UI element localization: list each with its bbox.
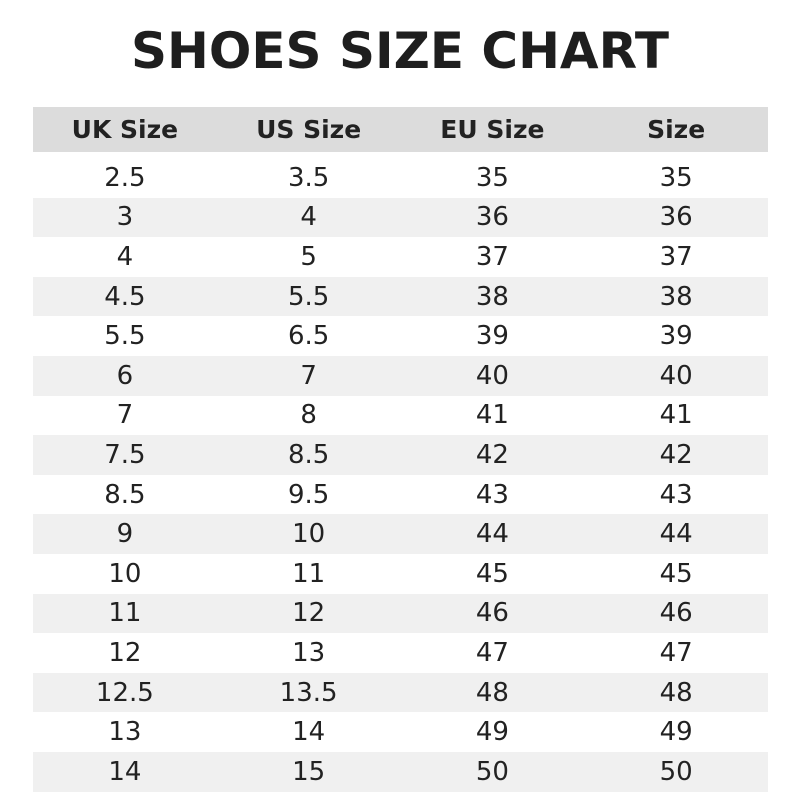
uk-size-cell: 7 bbox=[116, 400, 134, 431]
uk-size-cell: 7.5 bbox=[104, 439, 146, 470]
uk-size-cell: 12.5 bbox=[95, 677, 154, 708]
table-row: 6 7 40 40 bbox=[33, 355, 768, 396]
eu-size-cell: 44 bbox=[475, 519, 509, 550]
table-row: 10 11 45 45 bbox=[33, 554, 768, 594]
us-size-cell: 14 bbox=[292, 717, 326, 748]
size-cell: 41 bbox=[659, 400, 693, 431]
table-row: 14 15 50 50 bbox=[33, 751, 768, 792]
us-size-cell: 10 bbox=[292, 519, 326, 550]
uk-size-cell: 4.5 bbox=[104, 281, 146, 312]
uk-size-cell: 4 bbox=[116, 241, 134, 272]
size-cell: 44 bbox=[659, 519, 693, 550]
eu-size-cell: 46 bbox=[475, 598, 509, 629]
table-row: 9 10 44 44 bbox=[33, 514, 768, 554]
size-cell: 46 bbox=[659, 598, 693, 629]
table-row: 13 14 49 49 bbox=[33, 712, 768, 752]
eu-size-cell: 45 bbox=[475, 558, 509, 589]
uk-size-cell: 14 bbox=[108, 756, 142, 787]
table-row: 8.5 9.5 43 43 bbox=[33, 475, 768, 515]
table-row: 4.5 5.5 38 38 bbox=[33, 276, 768, 317]
size-cell: 48 bbox=[659, 677, 693, 708]
eu-size-cell: 37 bbox=[475, 241, 509, 272]
eu-size-cell: 43 bbox=[475, 479, 509, 510]
table-row: 4 5 37 37 bbox=[33, 237, 768, 277]
size-cell: 38 bbox=[659, 281, 693, 312]
header-uk-size: UK Size bbox=[71, 115, 179, 144]
eu-size-cell: 38 bbox=[475, 281, 509, 312]
eu-size-cell: 36 bbox=[475, 202, 509, 233]
size-cell: 43 bbox=[659, 479, 693, 510]
us-size-cell: 15 bbox=[292, 756, 326, 787]
table-row: 7 8 41 41 bbox=[33, 396, 768, 436]
eu-size-cell: 39 bbox=[475, 321, 509, 352]
us-size-cell: 11 bbox=[292, 558, 326, 589]
us-size-cell: 4 bbox=[300, 202, 317, 233]
table-row: 12 13 47 47 bbox=[33, 633, 768, 673]
us-size-cell: 13 bbox=[292, 637, 326, 668]
size-cell: 42 bbox=[659, 439, 693, 470]
eu-size-cell: 42 bbox=[475, 439, 509, 470]
size-cell: 37 bbox=[659, 241, 693, 272]
size-cell: 47 bbox=[659, 637, 693, 668]
uk-size-cell: 5.5 bbox=[104, 321, 146, 352]
eu-size-cell: 40 bbox=[475, 360, 509, 391]
page-title: SHOES SIZE CHART bbox=[131, 22, 669, 80]
table-row: 3 4 36 36 bbox=[33, 197, 768, 238]
us-size-cell: 6.5 bbox=[287, 321, 330, 352]
eu-size-cell: 35 bbox=[475, 162, 509, 193]
us-size-cell: 5 bbox=[300, 241, 317, 272]
header-us-size: US Size bbox=[256, 115, 362, 144]
size-cell: 40 bbox=[659, 360, 693, 391]
us-size-cell: 7 bbox=[300, 360, 317, 391]
table-row: 2.5 3.5 35 35 bbox=[33, 158, 768, 198]
uk-size-cell: 6 bbox=[116, 360, 134, 391]
table-row: 12.5 13.5 48 48 bbox=[33, 672, 768, 713]
size-cell: 36 bbox=[659, 202, 693, 233]
us-size-cell: 12 bbox=[292, 598, 326, 629]
uk-size-cell: 3 bbox=[116, 202, 134, 233]
eu-size-cell: 48 bbox=[475, 677, 509, 708]
eu-size-cell: 49 bbox=[475, 717, 509, 748]
header-size: Size bbox=[647, 115, 706, 144]
size-cell: 50 bbox=[659, 756, 693, 787]
uk-size-cell: 11 bbox=[108, 598, 142, 629]
us-size-cell: 8 bbox=[300, 400, 317, 431]
us-size-cell: 8.5 bbox=[287, 439, 330, 470]
uk-size-cell: 9 bbox=[116, 519, 134, 550]
us-size-cell: 9.5 bbox=[287, 479, 330, 510]
us-size-cell: 5.5 bbox=[287, 281, 330, 312]
size-cell: 45 bbox=[659, 558, 693, 589]
uk-size-cell: 2.5 bbox=[104, 162, 146, 193]
table-header: UK Size US Size EU Size Size bbox=[33, 107, 768, 152]
table-row: 11 12 46 46 bbox=[33, 593, 768, 634]
us-size-cell: 13.5 bbox=[279, 677, 338, 708]
eu-size-cell: 50 bbox=[475, 756, 509, 787]
uk-size-cell: 8.5 bbox=[104, 479, 146, 510]
uk-size-cell: 10 bbox=[108, 558, 142, 589]
table-row: 5.5 6.5 39 39 bbox=[33, 316, 768, 356]
uk-size-cell: 13 bbox=[108, 717, 142, 748]
uk-size-cell: 12 bbox=[108, 637, 142, 668]
size-table: UK Size US Size EU Size Size 2.5 3.5 35 35 3… bbox=[33, 107, 768, 792]
us-size-cell: 3.5 bbox=[287, 162, 330, 193]
table-body: 2.5 3.5 35 35 3 4 36 36 4 5 37 37 4.5 5.5 38 38 5.5 6.5 39… bbox=[33, 158, 768, 792]
size-cell: 35 bbox=[659, 162, 693, 193]
size-cell: 49 bbox=[659, 717, 693, 748]
header-eu-size: EU Size bbox=[440, 115, 545, 144]
eu-size-cell: 41 bbox=[475, 400, 509, 431]
table-row: 7.5 8.5 42 42 bbox=[33, 435, 768, 475]
eu-size-cell: 47 bbox=[475, 637, 509, 668]
size-cell: 39 bbox=[659, 321, 693, 352]
